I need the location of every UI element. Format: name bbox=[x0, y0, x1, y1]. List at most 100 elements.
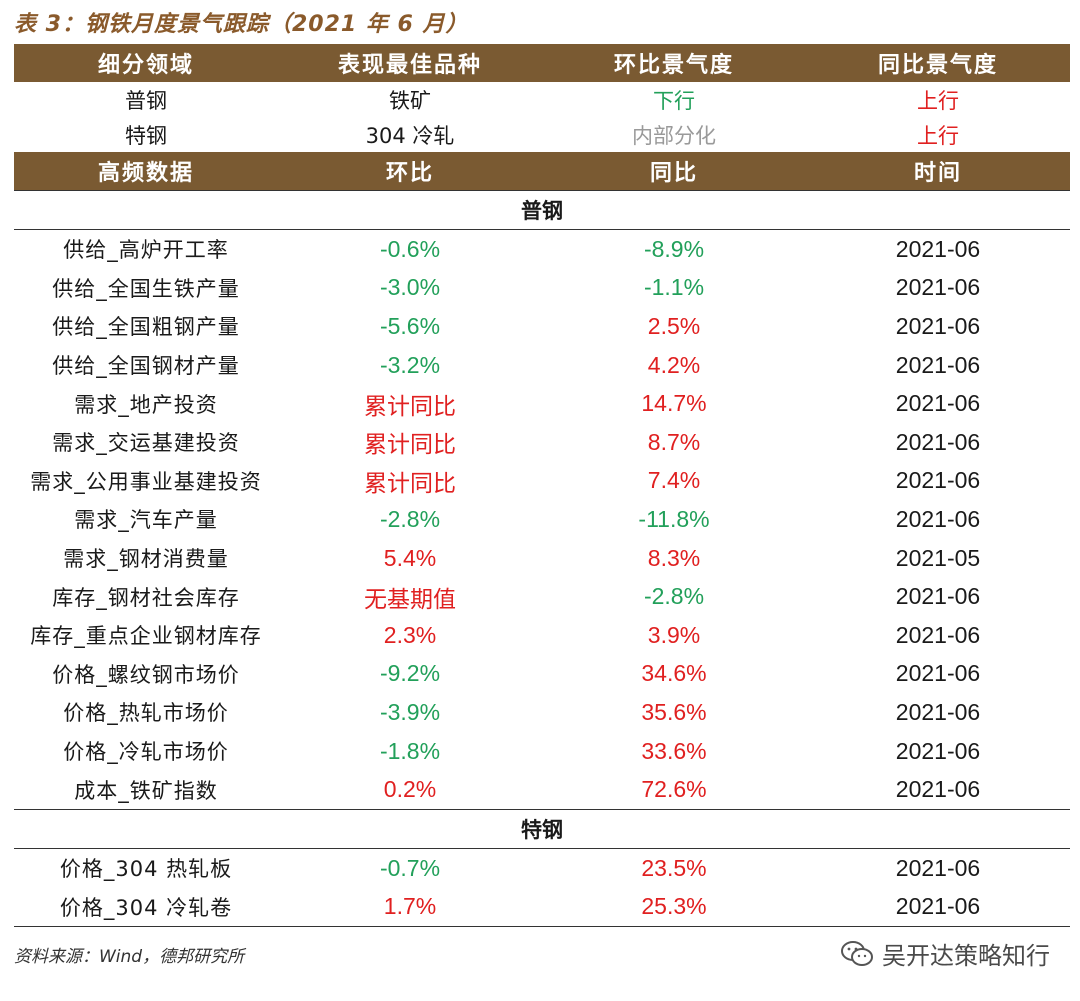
row-date: 2021-06 bbox=[895, 274, 981, 301]
row-yoy: -2.8% bbox=[643, 583, 705, 610]
row-yoy: -1.1% bbox=[643, 274, 705, 301]
table-row: 库存_钢材社会库存 无基期值 -2.8% 2021-06 bbox=[14, 577, 1070, 616]
row-yoy: 8.3% bbox=[647, 544, 701, 571]
row-mom: 累计同比 bbox=[364, 431, 456, 458]
header-cell: 时间 bbox=[806, 152, 1070, 191]
row-label: 需求_公用事业基建投资 bbox=[30, 469, 262, 494]
summary-mom: 内部分化 bbox=[632, 123, 716, 148]
row-yoy: 4.2% bbox=[647, 351, 701, 378]
row-date: 2021-05 bbox=[895, 544, 981, 571]
table-row: 价格_冷轧市场价 -1.8% 33.6% 2021-06 bbox=[14, 732, 1070, 771]
row-yoy: 23.5% bbox=[641, 854, 707, 881]
row-mom: 5.4% bbox=[383, 544, 437, 571]
table-row: 供给_全国粗钢产量 -5.6% 2.5% 2021-06 bbox=[14, 307, 1070, 346]
steel-tracking-table: 细分领域 表现最佳品种 环比景气度 同比景气度 普钢 铁矿 下行 上行 特钢 3… bbox=[14, 44, 1070, 928]
table-row: 供给_全国生铁产量 -3.0% -1.1% 2021-06 bbox=[14, 269, 1070, 308]
row-label: 供给_全国生铁产量 bbox=[52, 276, 240, 301]
header-cell: 表现最佳品种 bbox=[278, 44, 542, 82]
section-title: 特钢 bbox=[14, 808, 1070, 849]
header-cell: 同比景气度 bbox=[806, 44, 1070, 82]
row-mom: -0.7% bbox=[379, 854, 441, 881]
table-row: 库存_重点企业钢材库存 2.3% 3.9% 2021-06 bbox=[14, 616, 1070, 655]
row-date: 2021-06 bbox=[895, 428, 981, 455]
row-label: 供给_全国钢材产量 bbox=[52, 354, 240, 379]
row-label: 价格_热轧市场价 bbox=[63, 701, 229, 726]
row-yoy: 34.6% bbox=[641, 660, 707, 687]
row-date: 2021-06 bbox=[895, 737, 981, 764]
row-date: 2021-06 bbox=[806, 887, 1070, 928]
row-mom: -3.2% bbox=[379, 351, 441, 378]
summary-mom: 下行 bbox=[653, 88, 695, 113]
row-date: 2021-06 bbox=[895, 854, 981, 881]
row-date: 2021-06 bbox=[895, 583, 981, 610]
table-row: 需求_地产投资 累计同比 14.7% 2021-06 bbox=[14, 384, 1070, 423]
header-cell: 环比 bbox=[278, 152, 542, 191]
section-row: 特钢 bbox=[14, 808, 1070, 849]
row-date: 2021-06 bbox=[895, 235, 981, 262]
row-date: 2021-06 bbox=[895, 621, 981, 648]
row-mom: -2.8% bbox=[379, 505, 441, 532]
row-label: 库存_重点企业钢材库存 bbox=[30, 624, 262, 649]
table-row: 需求_钢材消费量 5.4% 8.3% 2021-05 bbox=[14, 539, 1070, 578]
row-label: 需求_交运基建投资 bbox=[52, 431, 240, 456]
summary-best: 铁矿 bbox=[389, 88, 431, 113]
row-mom: -5.6% bbox=[379, 312, 441, 339]
table-row: 价格_304 冷轧卷 1.7% 25.3% 2021-06 bbox=[14, 887, 1070, 928]
row-mom: 累计同比 bbox=[364, 469, 456, 496]
row-date: 2021-06 bbox=[895, 505, 981, 532]
wechat-icon bbox=[841, 940, 873, 966]
summary-row: 普钢 铁矿 下行 上行 bbox=[14, 82, 1070, 117]
table-row: 需求_公用事业基建投资 累计同比 7.4% 2021-06 bbox=[14, 462, 1070, 501]
row-label: 库存_钢材社会库存 bbox=[52, 585, 240, 610]
table-row: 价格_热轧市场价 -3.9% 35.6% 2021-06 bbox=[14, 693, 1070, 732]
row-yoy: -8.9% bbox=[643, 235, 705, 262]
table-row: 价格_螺纹钢市场价 -9.2% 34.6% 2021-06 bbox=[14, 655, 1070, 694]
row-label: 需求_汽车产量 bbox=[74, 508, 218, 533]
row-date: 2021-06 bbox=[895, 698, 981, 725]
summary-domain: 普钢 bbox=[125, 88, 167, 113]
row-date: 2021-06 bbox=[895, 390, 981, 417]
table-row: 供给_全国钢材产量 -3.2% 4.2% 2021-06 bbox=[14, 346, 1070, 385]
summary-best: 304 冷轧 bbox=[365, 123, 455, 148]
row-label: 价格_304 冷轧卷 bbox=[14, 887, 278, 928]
row-yoy: 33.6% bbox=[641, 737, 707, 764]
row-label: 需求_地产投资 bbox=[74, 392, 218, 417]
row-label: 价格_304 热轧板 bbox=[59, 857, 233, 882]
row-yoy: 35.6% bbox=[641, 698, 707, 725]
summary-yoy: 上行 bbox=[917, 88, 959, 113]
row-yoy: 25.3% bbox=[542, 887, 806, 928]
summary-yoy: 上行 bbox=[917, 123, 959, 148]
header-cell: 同比 bbox=[542, 152, 806, 191]
row-label: 需求_钢材消费量 bbox=[63, 547, 229, 572]
section-row: 普钢 bbox=[14, 190, 1070, 230]
row-label: 价格_冷轧市场价 bbox=[63, 740, 229, 765]
row-yoy: 72.6% bbox=[641, 776, 707, 803]
row-yoy: 14.7% bbox=[641, 390, 707, 417]
row-mom: -3.0% bbox=[379, 274, 441, 301]
summary-domain: 特钢 bbox=[125, 123, 167, 148]
watermark: 吴开达策略知行 bbox=[840, 936, 1050, 971]
row-label: 价格_螺纹钢市场价 bbox=[52, 662, 240, 687]
row-label: 成本_铁矿指数 bbox=[74, 778, 218, 803]
row-label: 供给_高炉开工率 bbox=[63, 238, 229, 263]
summary-row: 特钢 304 冷轧 内部分化 上行 bbox=[14, 117, 1070, 152]
row-mom: 累计同比 bbox=[364, 392, 456, 419]
row-date: 2021-06 bbox=[895, 467, 981, 494]
header-cell: 细分领域 bbox=[14, 44, 278, 82]
row-mom: -0.6% bbox=[379, 235, 441, 262]
source-note: 资料来源：Wind，德邦研究所 bbox=[14, 947, 245, 967]
row-mom: 无基期值 bbox=[364, 585, 456, 612]
header-cell: 环比景气度 bbox=[542, 44, 806, 82]
row-date: 2021-06 bbox=[895, 776, 981, 803]
row-date: 2021-06 bbox=[895, 660, 981, 687]
table-title: 表 3：钢铁月度景气跟踪（2021 年 6 月） bbox=[14, 12, 469, 37]
watermark-text: 吴开达策略知行 bbox=[882, 942, 1050, 970]
row-mom: -3.9% bbox=[379, 698, 441, 725]
header-row-overview: 细分领域 表现最佳品种 环比景气度 同比景气度 bbox=[14, 44, 1070, 82]
table-row: 供给_高炉开工率 -0.6% -8.9% 2021-06 bbox=[14, 230, 1070, 269]
row-yoy: 3.9% bbox=[647, 621, 701, 648]
row-mom: 1.7% bbox=[278, 887, 542, 928]
row-mom: 2.3% bbox=[383, 621, 437, 648]
row-date: 2021-06 bbox=[895, 312, 981, 339]
section-title: 普钢 bbox=[14, 190, 1070, 230]
